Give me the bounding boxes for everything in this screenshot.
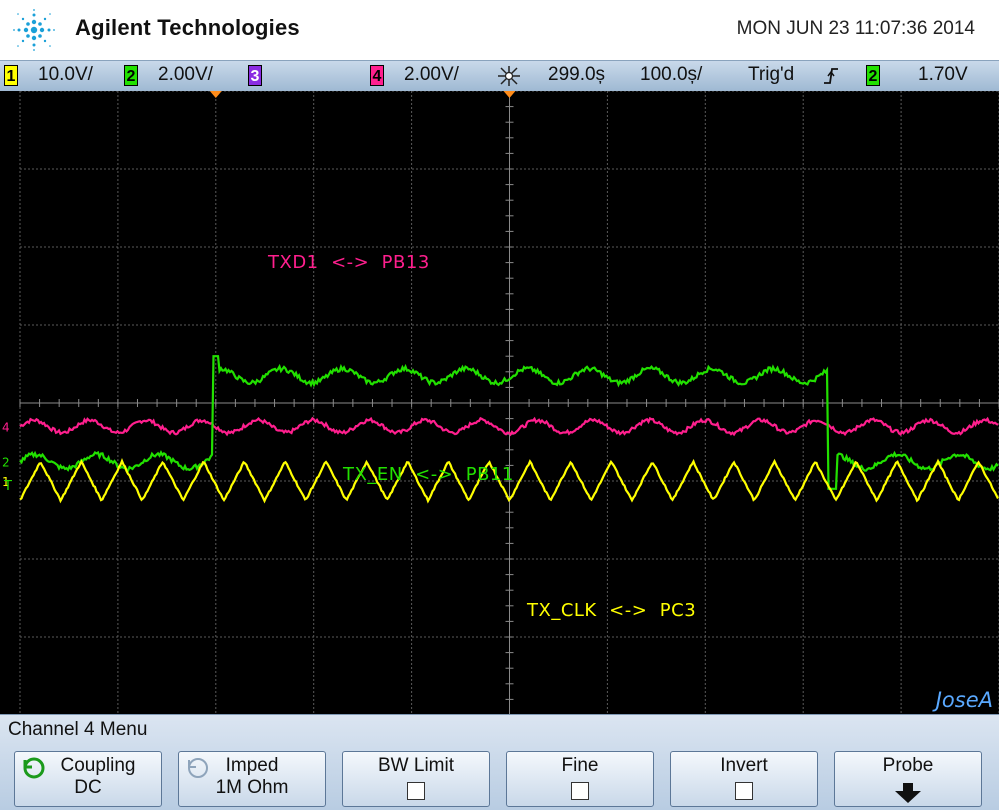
trace-label-txd1: TXD1 <-> PB13 [268,252,430,273]
waveform-trace [19,416,999,437]
channel-1-indicator[interactable]: 1 [4,65,18,86]
waveforms [19,355,999,504]
brand-name: Agilent Technologies [75,15,300,40]
trace-label-tx-en: TX_EN <-> PB11 [343,464,514,485]
invert-checkbox[interactable] [735,782,753,800]
waveform-canvas: 4 2 1T [2,91,999,714]
waveform-trace [19,458,999,504]
date-time: MON JUN 23 11:07:36 2014 [736,18,975,39]
channel-4-indicator[interactable]: 4 [370,65,384,86]
probe-label: Probe [882,755,934,776]
invert-label: Invert [720,755,768,776]
coupling-value: DC [74,777,102,798]
graticule [19,91,999,714]
bw-limit-checkbox[interactable] [407,782,425,800]
imped-value: 1M Ohm [215,777,289,798]
timebase-scale: 100.0ș/ [640,64,703,85]
channel-2-indicator[interactable]: 2 [124,65,138,86]
time-reference-marker [209,91,222,98]
trace-label-tx-clk: TX_CLK <-> PC3 [527,600,697,621]
agilent-spark-logo [13,9,55,51]
instrument-header: Agilent Technologies MON JUN 23 11:07:36… [0,0,999,60]
fine-checkbox[interactable] [571,782,589,800]
softkey-menu: Channel 4 Menu Coupling DC Imped 1M Ohm … [0,714,999,810]
channel-ground-marker: 1 [2,475,10,489]
channel-ground-marker: 4 [2,420,10,434]
coupling-softkey[interactable]: Coupling DC [14,751,162,807]
invert-softkey[interactable]: Invert [670,751,818,807]
channel-3-indicator[interactable]: 3 [248,65,262,86]
trigger-state: Trig'd [748,64,795,85]
trigger-level-marker: T [3,479,12,494]
trigger-edge-icon [824,68,838,84]
horizontal-delay-icon [498,66,520,86]
coupling-label: Coupling [60,755,136,776]
rotate-icon [23,757,45,779]
bw-limit-softkey[interactable]: BW Limit [342,751,490,807]
down-arrow-icon [895,783,921,803]
bw-limit-label: BW Limit [378,755,454,776]
channel-4-scale: 2.00V/ [404,64,459,85]
horizontal-delay: 299.0ș [548,64,606,85]
channel-ground-marker: 2 [2,456,10,470]
channel-1-scale: 10.0V/ [38,64,93,85]
rotate-icon-dim [188,758,208,778]
probe-softkey[interactable]: Probe [834,751,982,807]
imped-label: Imped [225,755,279,776]
watermark: JoseA [935,688,993,712]
trigger-level: 1.70V [918,64,968,85]
trigger-source-indicator: 2 [866,65,880,86]
fine-label: Fine [561,755,599,776]
channel-2-scale: 2.00V/ [158,64,213,85]
waveform-trace [19,355,999,490]
time-reference-marker [503,91,516,98]
menu-title: Channel 4 Menu [8,719,148,740]
status-bar: 1 10.0V/ 2 2.00V/ 3 4 2.00V/ 299.0ș 100.… [0,60,999,92]
fine-softkey[interactable]: Fine [506,751,654,807]
imped-softkey[interactable]: Imped 1M Ohm [178,751,326,807]
ground-markers: 4 2 1T [2,420,12,494]
